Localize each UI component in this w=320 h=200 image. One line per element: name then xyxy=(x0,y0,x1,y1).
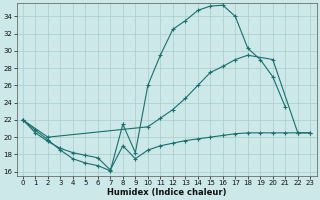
X-axis label: Humidex (Indice chaleur): Humidex (Indice chaleur) xyxy=(107,188,226,197)
